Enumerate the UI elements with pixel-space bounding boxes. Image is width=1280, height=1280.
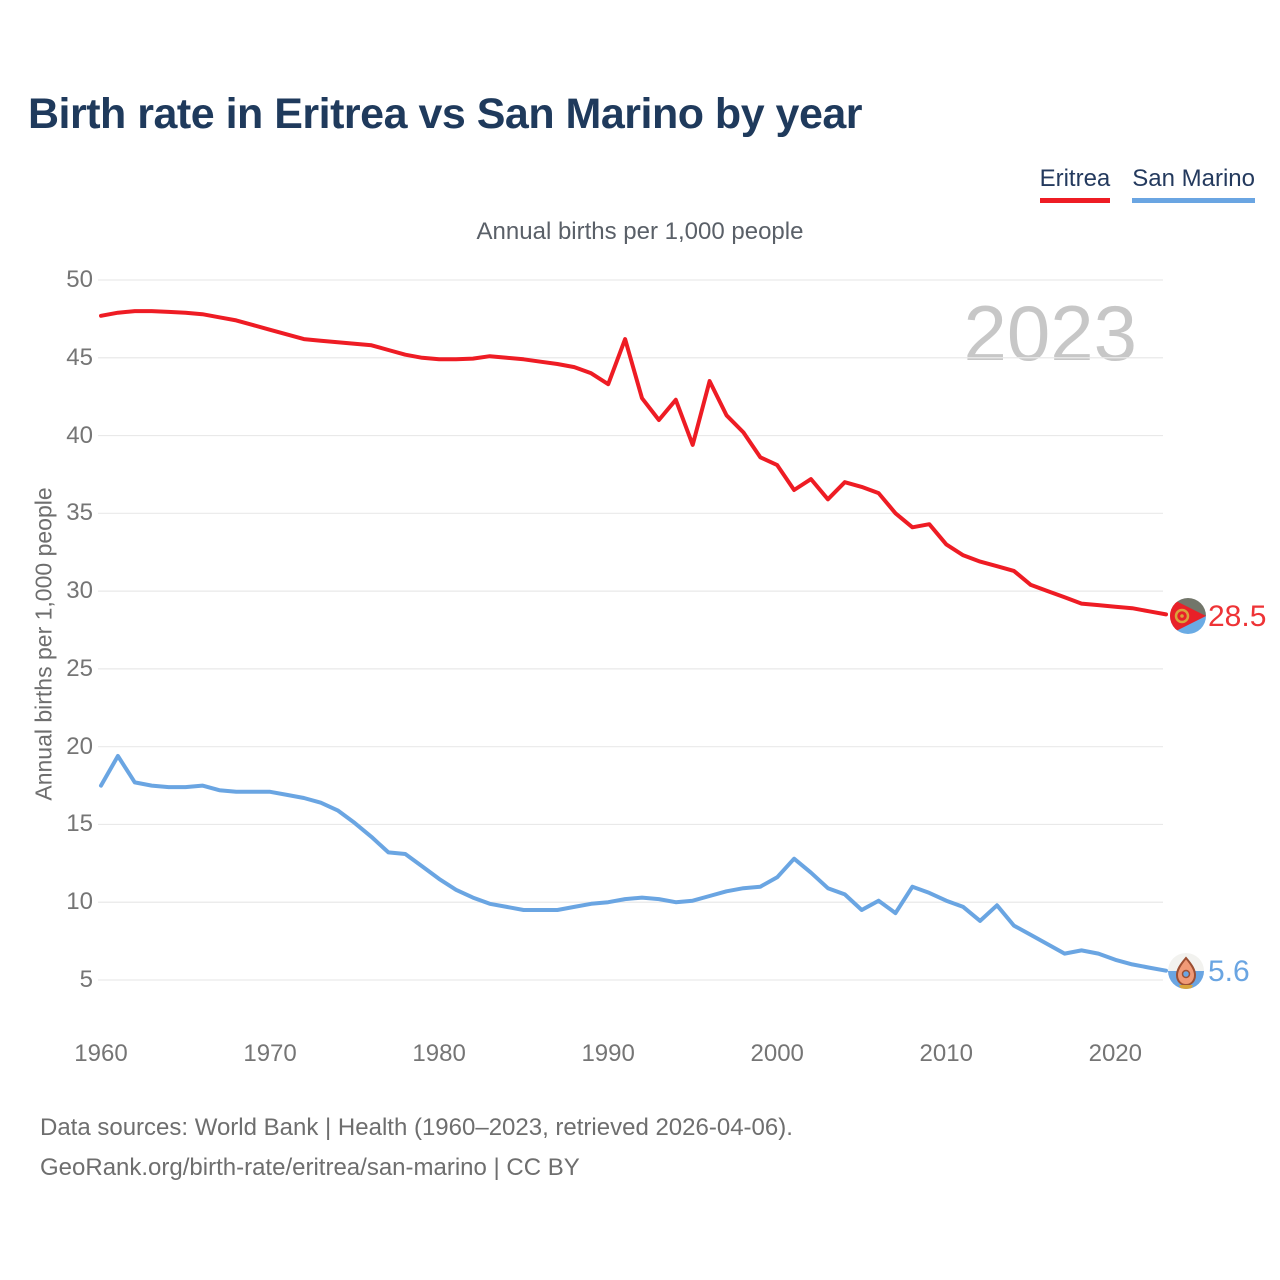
y-tick-label-30: 30 [66,577,93,605]
legend-color-bar [1039,198,1111,203]
y-tick-label-5: 5 [79,966,93,993]
x-tick-label-1980: 1980 [412,1040,466,1067]
y-tick-label-20: 20 [66,732,93,760]
footer-link: GeoRank.org/birth-rate/eritrea/san-marin… [40,1154,580,1181]
y-tick-label-45: 45 [66,343,93,371]
y-tick-label-35: 35 [66,499,93,527]
san-marino-end-value: 5.6 [1208,955,1250,988]
y-tick-label-10: 10 [66,888,93,916]
legend-label: Eritrea [1039,165,1111,192]
gridlines [98,279,1163,981]
legend-label: San Marino [1132,165,1255,192]
eritrea-end-value: 28.5 [1208,600,1267,633]
y-tick-label-25: 25 [66,654,93,682]
footer-sources: Data sources: World Bank | Health (1960–… [40,1114,793,1141]
series-lines [99,309,1168,973]
eritrea-line [99,309,1168,617]
y-tick-label-50: 50 [66,266,93,293]
chart-subtitle: Annual births per 1,000 people [476,218,804,245]
x-tick-label-1970: 1970 [243,1040,297,1067]
legend-color-bar [1132,198,1255,203]
san-marino-flag-icon [1168,953,1204,989]
x-tick-label-2000: 2000 [750,1040,804,1067]
legend-item-eritrea[interactable]: Eritrea [1039,165,1111,203]
chart-title: Birth rate in Eritrea vs San Marino by y… [28,90,863,138]
legend-item-san-marino[interactable]: San Marino [1132,165,1255,203]
footer-attribution: Data sources: World Bank | Health (1960–… [40,1108,793,1188]
y-tick-label-15: 15 [66,810,93,838]
x-tick-label-1990: 1990 [581,1040,635,1067]
y-tick-label-40: 40 [66,421,93,449]
legend: Eritrea San Marino [1039,165,1255,203]
x-tick-label-2020: 2020 [1088,1040,1142,1067]
eritrea-flag-icon [1170,598,1206,634]
year-watermark: 2023 [963,289,1137,377]
x-tick-label-2010: 2010 [919,1040,973,1067]
san-marino-line [99,754,1168,973]
x-tick-label-1960: 1960 [74,1040,128,1067]
